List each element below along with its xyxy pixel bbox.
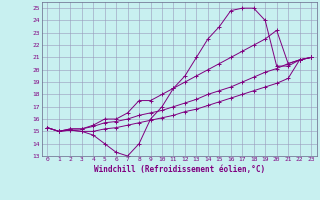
X-axis label: Windchill (Refroidissement éolien,°C): Windchill (Refroidissement éolien,°C) bbox=[94, 165, 265, 174]
